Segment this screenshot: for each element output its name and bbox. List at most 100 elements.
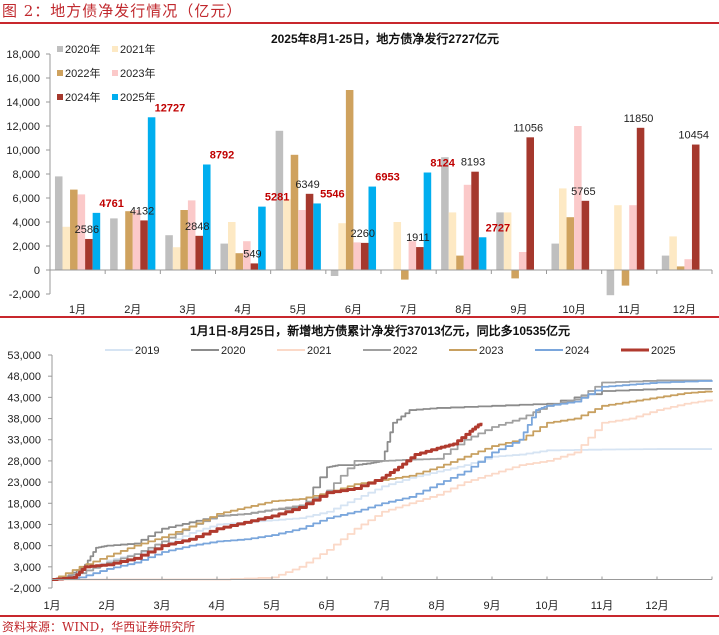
bar-2021年-5月 bbox=[283, 199, 291, 270]
data-label: 8124 bbox=[430, 158, 455, 170]
line-x-tick-label: 2月 bbox=[98, 600, 115, 612]
bar-2022年-1月 bbox=[70, 189, 78, 270]
line-x-tick-label: 3月 bbox=[153, 600, 170, 612]
line-x-tick-label: 12月 bbox=[645, 600, 668, 612]
bar-2020年-3月 bbox=[165, 235, 173, 270]
bar-x-tick-label: 3月 bbox=[179, 304, 196, 316]
bar-x-tick-label: 10月 bbox=[562, 304, 585, 316]
bar-2023年-8月 bbox=[463, 184, 472, 270]
line-series-2025 bbox=[52, 422, 483, 582]
line-series-2024 bbox=[52, 380, 713, 581]
line-y-tick-label: 43,000 bbox=[7, 392, 41, 404]
bar-2025年-3月 bbox=[202, 164, 211, 270]
bar-x-axis: 1月 2月 3月 4月 5月 6月 7月 8月 9月 10月 11月 12月 bbox=[50, 269, 713, 316]
line-x-tick-label: 9月 bbox=[483, 600, 500, 612]
data-label: 10454 bbox=[678, 130, 709, 142]
data-label: 2260 bbox=[350, 228, 374, 240]
data-label: 8193 bbox=[461, 157, 485, 169]
bar-2024年-2月 bbox=[140, 220, 148, 270]
legend-swatch bbox=[57, 46, 63, 52]
bar-2023年-7月 bbox=[408, 241, 417, 270]
line-x-tick-label: 8月 bbox=[428, 600, 445, 612]
legend-label: 2020年 bbox=[65, 42, 100, 56]
bar-2021年-8月 bbox=[448, 212, 457, 270]
bar-2023年-9月 bbox=[518, 252, 527, 270]
line-x-tick-label: 10月 bbox=[535, 600, 558, 612]
bar-2020年-12月 bbox=[661, 255, 670, 270]
bar-2023年-1月 bbox=[77, 194, 86, 270]
legend-label: 2022 bbox=[393, 345, 417, 357]
line-y-tick-label: 8,000 bbox=[13, 541, 41, 553]
bar-2020年-1月 bbox=[54, 176, 63, 270]
bar-2022年-6月 bbox=[345, 90, 354, 270]
bar-2020年-10月 bbox=[551, 243, 560, 270]
line-series-2021 bbox=[52, 399, 713, 581]
legend-label: 2024年 bbox=[65, 90, 100, 104]
line-y-tick-label: 53,000 bbox=[7, 350, 41, 362]
bar-2020年-11月 bbox=[606, 270, 615, 296]
legend-label: 2022年 bbox=[65, 66, 100, 80]
line-y-tick-label: 23,000 bbox=[7, 477, 41, 489]
bar-2020年-4月 bbox=[220, 243, 229, 270]
bar-y-tick-label: -2,000 bbox=[9, 289, 40, 301]
line-x-tick-label: 7月 bbox=[373, 600, 390, 612]
top-divider bbox=[0, 22, 719, 24]
bar-x-tick-label: 4月 bbox=[235, 304, 252, 316]
bar-2024年-5月 bbox=[305, 193, 314, 270]
bar-series-group bbox=[54, 90, 700, 296]
source-note: 资料来源：WIND，华西证券研究所 bbox=[2, 620, 196, 634]
bar-2023年-3月 bbox=[187, 200, 196, 270]
bar-2025年-6月 bbox=[368, 186, 377, 270]
bar-y-tick-label: 14,000 bbox=[6, 97, 40, 109]
bar-2022年-9月 bbox=[511, 270, 519, 279]
data-label: 11850 bbox=[624, 113, 654, 125]
line-x-tick-label: 6月 bbox=[318, 600, 335, 612]
line-chart-title: 1月1日-8月25日，新增地方债累计净发行37013亿元，同比多10535亿元 bbox=[190, 323, 570, 338]
line-series-2020 bbox=[52, 387, 712, 581]
data-label: 549 bbox=[243, 248, 261, 260]
bar-2023年-2月 bbox=[132, 210, 141, 270]
line-x-tick-label: 1月 bbox=[43, 600, 60, 612]
line-y-tick-label: 48,000 bbox=[7, 371, 41, 383]
legend-swatch bbox=[57, 94, 63, 100]
bar-2022年-5月 bbox=[290, 154, 299, 270]
data-label: 2848 bbox=[185, 221, 209, 233]
bar-2022年-11月 bbox=[621, 270, 630, 286]
figure-title: 图 2：地方债净发行情况（亿元） bbox=[2, 2, 243, 20]
bar-2021年-4月 bbox=[228, 222, 236, 270]
bar-y-tick-label: 10,000 bbox=[6, 145, 40, 157]
line-x-tick-label: 11月 bbox=[591, 600, 613, 612]
bar-2025年-8月 bbox=[478, 237, 487, 270]
legend-swatch bbox=[112, 46, 118, 52]
bar-x-tick-label: 8月 bbox=[455, 304, 472, 316]
bar-y-tick-label: 0 bbox=[34, 265, 40, 277]
bar-2022年-10月 bbox=[566, 217, 575, 270]
data-label: 4132 bbox=[130, 205, 154, 217]
data-label: 11056 bbox=[513, 122, 543, 134]
bar-x-tick-label: 7月 bbox=[400, 304, 417, 316]
bar-2020年-8月 bbox=[441, 157, 449, 270]
bar-2021年-6月 bbox=[338, 223, 346, 270]
bar-x-tick-label: 12月 bbox=[673, 304, 696, 316]
bar-2020年-9月 bbox=[496, 212, 504, 270]
bar-2025年-2月 bbox=[147, 117, 156, 270]
bar-data-labels: 2586 4761 4132 12727 2848 8792 549 5281 63495546… bbox=[75, 102, 709, 260]
line-y-tick-label: 33,000 bbox=[7, 435, 41, 447]
data-label: 5546 bbox=[320, 188, 344, 200]
bar-x-tick-label: 9月 bbox=[510, 304, 527, 316]
bar-x-tick-label: 6月 bbox=[345, 304, 362, 316]
line-y-axis: -2,000 3,000 8,000 13,000 18,000 23,000 28,000… bbox=[7, 350, 53, 595]
line-y-tick-label: 18,000 bbox=[7, 498, 41, 510]
legend-label: 2025 bbox=[651, 345, 675, 357]
legend-label: 2019 bbox=[135, 345, 159, 357]
bar-2022年-7月 bbox=[401, 270, 409, 280]
bar-y-tick-label: 2,000 bbox=[12, 241, 40, 253]
data-label: 4761 bbox=[99, 198, 123, 210]
bar-2022年-12月 bbox=[676, 266, 685, 270]
bar-2020年-5月 bbox=[275, 130, 284, 270]
bar-2024年-9月 bbox=[526, 137, 534, 270]
data-label: 5281 bbox=[265, 192, 289, 204]
bar-2024年-1月 bbox=[85, 238, 93, 270]
bar-2021年-1月 bbox=[62, 226, 71, 270]
bar-2020年-6月 bbox=[330, 270, 339, 276]
